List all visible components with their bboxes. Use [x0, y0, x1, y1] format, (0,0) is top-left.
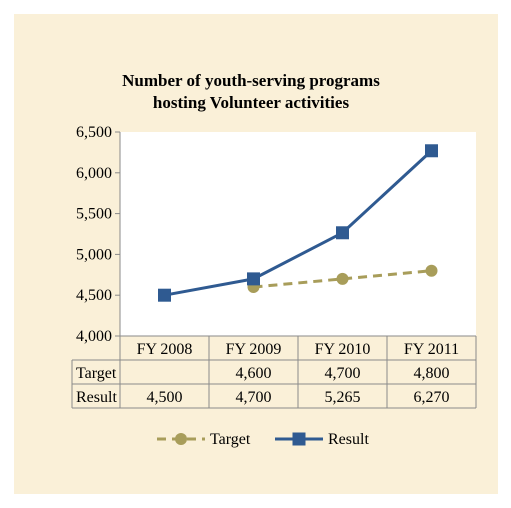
- y-tick-label: 5,500: [76, 206, 112, 223]
- table-cell-value: 4,500: [147, 389, 183, 406]
- chart-title-line-2: hosting Volunteer activities: [153, 93, 350, 112]
- data-point-result: [336, 226, 349, 240]
- data-point-target: [336, 272, 349, 285]
- y-tick-label: 5,000: [76, 246, 112, 263]
- series-line-result: [164, 149, 433, 297]
- plot-area: [120, 132, 476, 336]
- table-series-name: Target: [76, 365, 117, 382]
- chart-title-line-1: Number of youth-serving programs: [122, 71, 380, 90]
- y-tick-label: 6,500: [76, 124, 112, 141]
- table-cell-value: 4,800: [414, 365, 450, 382]
- table-cell-value: 4,600: [236, 365, 272, 382]
- line-chart: Number of youth-serving programs hosting…: [71, 71, 477, 448]
- legend-label-target: Target: [210, 431, 251, 448]
- table-cell-value: 4,700: [325, 365, 361, 382]
- data-point-target: [425, 264, 438, 277]
- x-category-label: FY 2011: [404, 341, 459, 358]
- x-category-label: FY 2008: [137, 341, 193, 358]
- data-point-result: [158, 288, 171, 302]
- table-series-name: Result: [76, 389, 117, 406]
- legend-marker-target: [175, 433, 187, 445]
- x-category-label: FY 2010: [315, 341, 371, 358]
- y-tick-label: 4,000: [76, 328, 112, 345]
- legend-marker-result: [292, 432, 306, 446]
- x-category-label: FY 2009: [226, 341, 282, 358]
- data-point-result: [247, 272, 260, 286]
- legend-label-result: Result: [328, 431, 369, 448]
- table-cell-value: 6,270: [414, 389, 450, 406]
- y-tick-label: 6,000: [76, 165, 112, 182]
- data-point-result: [425, 144, 438, 158]
- chart-panel: Number of youth-serving programs hosting…: [14, 14, 498, 494]
- table-cell-value: 4,700: [236, 389, 272, 406]
- table-cell-value: 5,265: [325, 389, 361, 406]
- y-tick-label: 4,500: [76, 287, 112, 304]
